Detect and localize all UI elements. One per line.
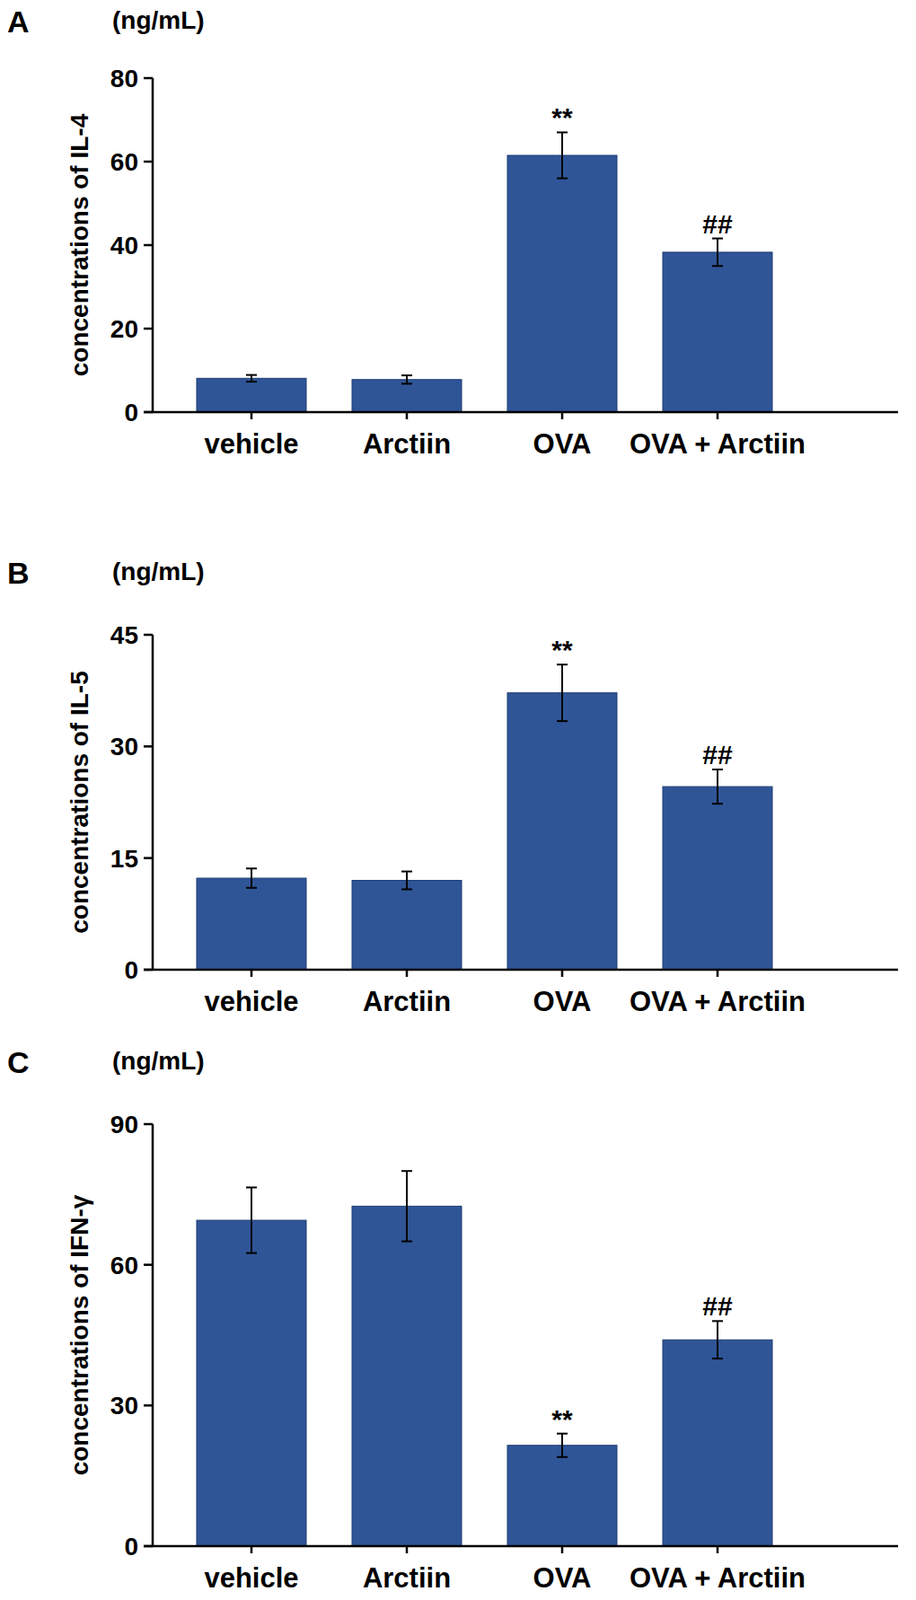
error-bar — [401, 1171, 413, 1242]
unit-label: (ng/mL) — [112, 557, 205, 586]
y-tick-label: 60 — [110, 148, 139, 177]
panel-label: A — [7, 4, 30, 39]
y-axis-label: concentrations of IL-5 — [65, 670, 94, 934]
y-tick-label: 15 — [110, 845, 139, 873]
y-tick-label: 30 — [110, 1391, 139, 1420]
x-tick-label: OVA + Arctiin — [629, 428, 806, 460]
x-tick-label: OVA + Arctiin — [629, 1562, 806, 1595]
significance: ## — [702, 739, 733, 770]
y-tick — [143, 1404, 153, 1408]
significance: ** — [551, 1404, 573, 1435]
y-tick-label: 60 — [110, 1251, 139, 1280]
error-bar — [401, 375, 413, 384]
error-bar — [712, 238, 723, 267]
y-tick — [143, 634, 153, 637]
error-bar — [401, 871, 413, 890]
y-tick-label: 0 — [123, 398, 139, 427]
x-tick-label: vehicle — [203, 986, 299, 1018]
figure: A (ng/mL) concentrations of IL-4 0 20 40 60 80 v… — [0, 0, 916, 1600]
y-tick-label: 40 — [110, 231, 139, 260]
x-tick-label: OVA + Arctiin — [629, 986, 806, 1018]
y-tick — [143, 1263, 153, 1267]
significance: ## — [702, 1291, 733, 1322]
bar — [507, 693, 617, 970]
error-bar — [712, 769, 723, 804]
bar — [196, 1220, 307, 1547]
unit-label: (ng/mL) — [112, 1047, 205, 1075]
panel: C (ng/mL) concentrations of IFN-γ 0 30 60 90 ve… — [7, 1045, 899, 1595]
y-tick-label: 90 — [110, 1110, 139, 1139]
bars — [196, 132, 773, 413]
error-bar — [712, 1321, 723, 1359]
x-axis — [143, 411, 899, 414]
panel: A (ng/mL) concentrations of IL-4 0 20 40 60 80 v… — [7, 4, 899, 460]
significance: ** — [551, 634, 573, 665]
panel-label: C — [7, 1045, 30, 1080]
y-tick-label: 20 — [110, 315, 139, 344]
y-axis — [151, 1124, 155, 1547]
y-axis-label: concentrations of IFN-γ — [65, 1194, 94, 1476]
y-tick — [143, 1123, 153, 1127]
x-tick-label: OVA — [533, 428, 592, 460]
x-tick-label: vehicle — [203, 428, 299, 460]
y-tick — [143, 160, 153, 164]
bar — [352, 880, 462, 970]
bar — [352, 1206, 462, 1547]
bars — [196, 1171, 773, 1547]
y-tick — [143, 77, 153, 80]
significance: ## — [702, 209, 733, 239]
y-tick-label: 80 — [110, 64, 139, 93]
y-tick — [143, 244, 153, 247]
y-axis — [151, 634, 155, 970]
error-bar — [556, 132, 568, 178]
x-tick-label: Arctiin — [362, 986, 451, 1018]
bar — [352, 379, 462, 413]
bar — [662, 252, 773, 413]
bar — [662, 786, 773, 970]
y-tick-label: 0 — [123, 956, 139, 985]
error-bar — [556, 664, 568, 722]
panel-label: B — [7, 555, 30, 591]
x-tick-label: Arctiin — [362, 428, 451, 460]
bar — [196, 878, 307, 970]
x-tick-label: OVA — [533, 1562, 592, 1595]
x-axis — [143, 968, 899, 972]
unit-label: (ng/mL) — [112, 6, 205, 35]
bar — [196, 378, 307, 413]
y-tick-label: 30 — [110, 732, 139, 761]
y-axis-label: concentrations of IL-4 — [65, 113, 94, 377]
y-tick-label: 45 — [110, 621, 139, 650]
y-tick — [143, 745, 153, 749]
error-bar — [556, 1434, 568, 1458]
panel: B (ng/mL) concentrations of IL-5 0 15 30 45 veh… — [7, 555, 899, 1018]
x-axis — [143, 1545, 899, 1549]
bars — [196, 664, 773, 970]
error-bar — [246, 375, 257, 382]
error-bar — [246, 868, 257, 889]
y-tick-label: 0 — [123, 1532, 139, 1561]
y-tick — [143, 327, 153, 331]
bar — [662, 1339, 773, 1547]
error-bar — [246, 1188, 257, 1254]
bar — [507, 1445, 617, 1547]
y-tick — [143, 856, 153, 860]
x-tick-label: OVA — [533, 986, 592, 1018]
x-tick-label: Arctiin — [362, 1562, 451, 1595]
x-tick-label: vehicle — [203, 1562, 299, 1595]
bar — [507, 155, 617, 413]
significance: ** — [551, 102, 573, 133]
